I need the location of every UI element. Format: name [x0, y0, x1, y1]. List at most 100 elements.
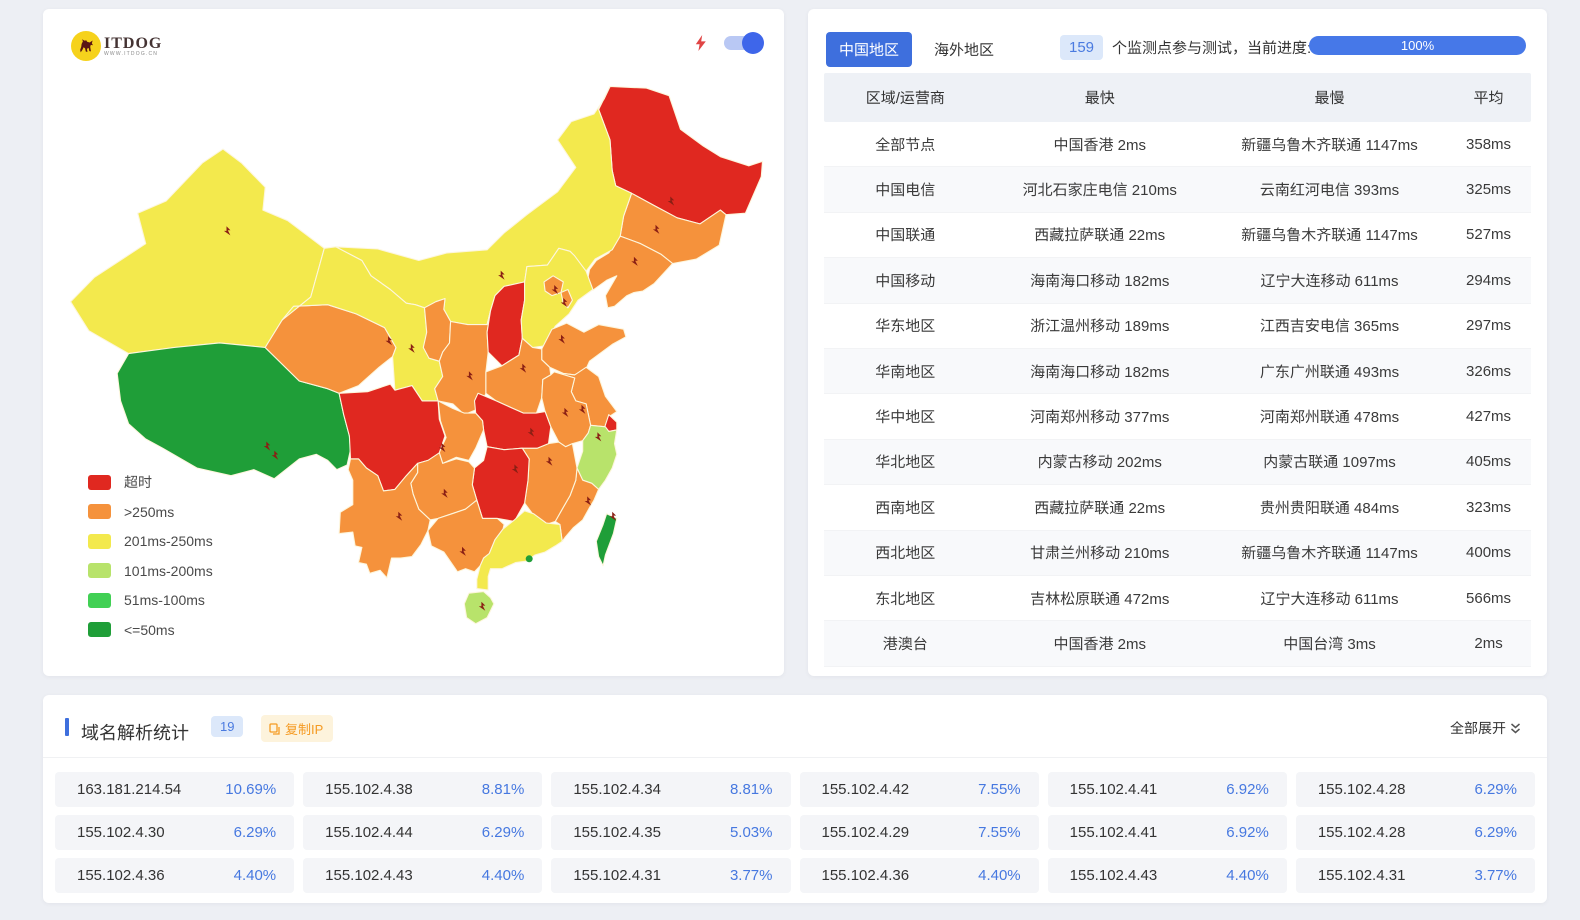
table-body: 全部节点 中国香港 2ms 新疆乌鲁木齐联通 1147ms 358ms 中国电信…: [824, 122, 1531, 667]
ip-address: 155.102.4.35: [573, 824, 661, 841]
ip-address: 155.102.4.34: [573, 781, 661, 798]
node-marker-icon: [263, 441, 271, 451]
row-slowest: 内蒙古联通 1097ms: [1263, 454, 1396, 472]
brand-subtitle: WWW.ITDOG.CN: [104, 50, 159, 57]
row-region: 东北地区: [875, 590, 936, 608]
row-fastest: 海南海口移动 182ms: [1030, 363, 1170, 381]
province-shandong[interactable]: [541, 322, 627, 376]
copy-ip-button[interactable]: 复制IP: [261, 715, 334, 742]
row-average: 325ms: [1466, 181, 1512, 199]
legend-swatch: [88, 592, 111, 608]
province-hunan[interactable]: [471, 446, 530, 522]
ip-address: 155.102.4.36: [77, 867, 165, 884]
ip-stat-cell[interactable]: 155.102.4.29 7.55%: [799, 815, 1039, 850]
legend-label: 超时: [124, 474, 152, 490]
row-slowest: 广东广州联通 493ms: [1259, 363, 1400, 381]
province-liaoning[interactable]: [586, 235, 674, 309]
province-shaanxi[interactable]: [434, 310, 492, 416]
ip-stat-cell[interactable]: 155.102.4.41 6.92%: [1047, 815, 1287, 850]
ip-stat-cell[interactable]: 155.102.4.31 3.77%: [1295, 858, 1535, 893]
ip-percentage: 4.40%: [1226, 867, 1269, 884]
header-average: 平均: [1473, 90, 1504, 107]
ip-stat-cell[interactable]: 155.102.4.42 7.55%: [799, 772, 1039, 807]
ip-stat-cell[interactable]: 155.102.4.44 6.29%: [303, 815, 543, 850]
legend-item: 超时: [88, 474, 213, 490]
row-slowest: 江西吉安电信 365ms: [1259, 318, 1400, 336]
node-marker-icon: [459, 546, 466, 556]
node-marker-icon: [560, 298, 568, 308]
province-hainan[interactable]: [463, 591, 495, 625]
ip-percentage: 6.92%: [1226, 781, 1269, 798]
province-hebei[interactable]: [520, 247, 594, 349]
table-row: 华北地区 内蒙古移动 202ms 内蒙古联通 1097ms 405ms: [824, 439, 1531, 486]
region-tabs: 中国地区 海外地区: [826, 32, 1007, 67]
ip-stat-cell[interactable]: 155.102.4.41 6.92%: [1047, 772, 1287, 807]
province-yunnan[interactable]: [338, 458, 431, 579]
row-average: 566ms: [1466, 589, 1512, 607]
copy-ip-label: 复制IP: [285, 722, 324, 737]
node-marker-icon: [438, 443, 446, 453]
ip-stat-cell[interactable]: 155.102.4.34 8.81%: [551, 772, 791, 807]
dns-header: 域名解析统计 19 复制IP 全部展开: [43, 695, 1547, 758]
ip-stat-cell[interactable]: 155.102.4.31 3.77%: [551, 858, 791, 893]
ip-address: 155.102.4.38: [325, 781, 413, 798]
ip-stat-cell[interactable]: 155.102.4.43 4.40%: [303, 858, 543, 893]
row-region: 西北地区: [875, 545, 936, 563]
progress-bar: 100%: [1309, 36, 1526, 55]
row-fastest: 河南郑州移动 377ms: [1030, 409, 1170, 427]
node-marker-icon: [408, 343, 415, 353]
copy-icon: [269, 722, 280, 735]
row-region: 华北地区: [875, 454, 936, 472]
node-marker-icon: [385, 336, 392, 346]
node-marker-icon: [271, 450, 279, 460]
ip-stat-cell[interactable]: 155.102.4.35 5.03%: [551, 815, 791, 850]
legend-item: >250ms: [88, 504, 213, 520]
ip-percentage: 3.77%: [1474, 867, 1517, 884]
province-zhejiang[interactable]: [576, 424, 618, 490]
itdog-logo[interactable]: ITDOG WWW.ITDOG.CN: [71, 31, 162, 61]
ip-stat-cell[interactable]: 155.102.4.30 6.29%: [55, 815, 295, 850]
row-average: 358ms: [1466, 135, 1512, 153]
flash-icon[interactable]: [694, 35, 708, 51]
legend-label: 201ms-250ms: [124, 533, 213, 549]
ip-address: 155.102.4.28: [1317, 781, 1406, 798]
ip-stat-cell[interactable]: 155.102.4.28 6.29%: [1295, 772, 1535, 807]
ip-stat-cell[interactable]: 155.102.4.38 8.81%: [303, 772, 543, 807]
ip-address: 163.181.214.54: [77, 781, 182, 798]
legend-swatch: [88, 563, 111, 578]
node-marker-icon: [561, 407, 569, 417]
row-region: 西南地区: [875, 499, 936, 517]
ip-stat-cell[interactable]: 155.102.4.28 6.29%: [1295, 815, 1535, 850]
node-marker-icon: [558, 334, 565, 344]
ip-grid: 163.181.214.54 10.69% 155.102.4.38 8.81%…: [55, 772, 1535, 893]
row-fastest: 西藏拉萨联通 22ms: [1034, 227, 1166, 245]
monitor-text: 个监测点参与测试，当前进度:: [1112, 40, 1312, 57]
province-chongqing[interactable]: [437, 400, 485, 464]
ip-percentage: 7.55%: [978, 781, 1021, 798]
province-taiwan[interactable]: [595, 513, 618, 567]
row-region: 中国移动: [875, 272, 936, 290]
row-average: 297ms: [1466, 317, 1512, 335]
row-slowest: 中国台湾 3ms: [1283, 635, 1376, 653]
ip-stat-cell[interactable]: 155.102.4.43 4.40%: [1047, 858, 1287, 893]
ip-address: 155.102.4.41: [1069, 824, 1158, 841]
map-toggle[interactable]: [724, 32, 764, 54]
ip-percentage: 4.40%: [233, 867, 277, 884]
node-marker-icon: [545, 456, 553, 466]
tab-overseas[interactable]: 海外地区: [934, 42, 995, 59]
node-marker-icon: [667, 196, 675, 206]
expand-all-button[interactable]: 全部展开: [1450, 718, 1521, 738]
ip-stat-cell[interactable]: 163.181.214.54 10.69%: [55, 772, 295, 807]
legend-item: 51ms-100ms: [88, 592, 213, 608]
results-panel: 中国地区 海外地区 159 个监测点参与测试，当前进度: 100% 区域/运营商…: [808, 9, 1547, 676]
row-average: 323ms: [1466, 498, 1512, 516]
node-marker-icon: [652, 224, 660, 234]
tab-china[interactable]: 中国地区: [826, 32, 913, 67]
legend-swatch: [88, 533, 111, 549]
ip-stat-cell[interactable]: 155.102.4.36 4.40%: [799, 858, 1039, 893]
table-row: 全部节点 中国香港 2ms 新疆乌鲁木齐联通 1147ms 358ms: [824, 122, 1531, 168]
ip-stat-cell[interactable]: 155.102.4.36 4.40%: [55, 858, 295, 893]
toggle-knob: [742, 32, 764, 54]
province-hongkong[interactable]: [525, 555, 533, 563]
node-marker-icon: [519, 363, 527, 373]
